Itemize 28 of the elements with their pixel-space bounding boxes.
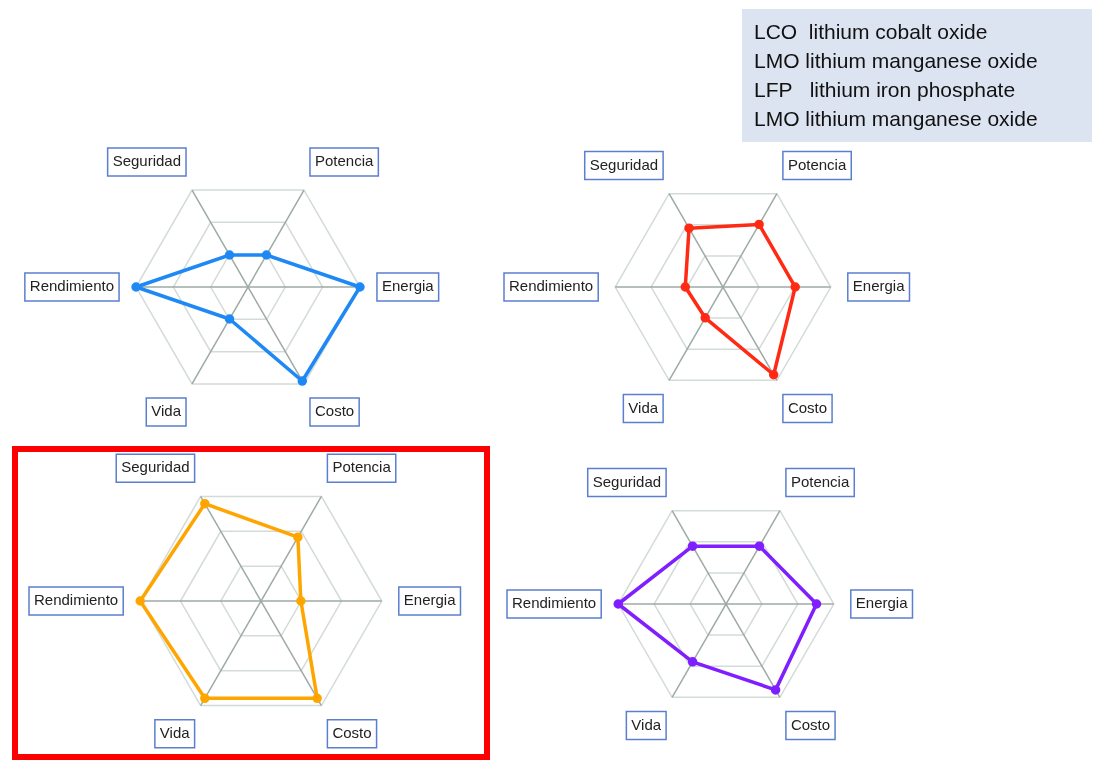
spoke-label: Energia bbox=[852, 277, 906, 295]
text: LMO lithium manganese oxide bbox=[754, 48, 1039, 74]
spoke-label: Vida bbox=[159, 723, 191, 741]
spoke-label: Potencia bbox=[790, 472, 850, 490]
spoke-label: Potencia bbox=[332, 458, 392, 476]
spoke-label: Rendimiento bbox=[29, 277, 115, 295]
spoke-label: Energia bbox=[855, 594, 909, 612]
spoke-label: Costo bbox=[787, 398, 828, 416]
spoke-label: Seguridad bbox=[121, 458, 190, 476]
text: LFP lithium iron phosphate bbox=[754, 77, 1017, 103]
spoke-label: Costo bbox=[332, 723, 372, 741]
spoke-label: Vida bbox=[151, 402, 182, 420]
text: LMO lithium manganese oxide bbox=[754, 106, 1039, 132]
spoke-label: Rendimiento bbox=[509, 277, 594, 295]
spoke-label: Potencia bbox=[314, 152, 374, 170]
spoke-label: Seguridad bbox=[589, 155, 659, 173]
text: LCO lithium cobalt oxide bbox=[754, 19, 989, 45]
spoke-label: Energia bbox=[403, 591, 457, 609]
spoke-label: Rendimiento bbox=[34, 591, 119, 609]
spoke-label: Costo bbox=[314, 402, 355, 420]
spoke-label: Energia bbox=[381, 277, 435, 295]
spoke-label: Seguridad bbox=[592, 472, 662, 490]
spoke-label: Seguridad bbox=[112, 152, 182, 170]
spoke-label: Rendimiento bbox=[512, 594, 597, 612]
spoke-label: Potencia bbox=[787, 155, 847, 173]
spoke-label: Costo bbox=[790, 715, 831, 733]
spoke-label: Vida bbox=[628, 398, 659, 416]
spoke-label: Vida bbox=[631, 715, 662, 733]
